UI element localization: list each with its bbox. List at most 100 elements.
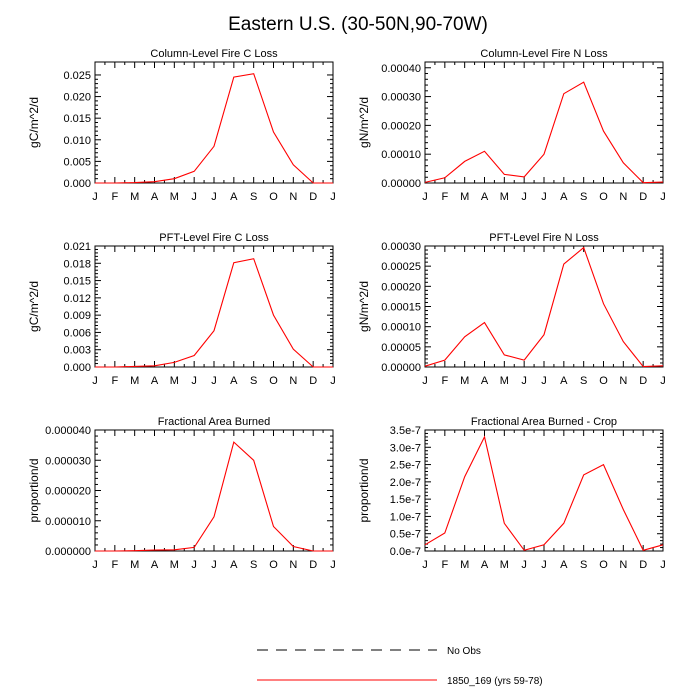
plot-frame: [424, 245, 664, 368]
x-tick-label: M: [460, 191, 469, 203]
x-tick-label: M: [460, 375, 469, 387]
x-tick-label: J: [92, 191, 98, 203]
y-axis-label: proportion/d: [27, 458, 41, 522]
y-tick-label: 0.000010: [45, 516, 91, 528]
panel-title: Fractional Area Burned - Crop: [471, 416, 617, 428]
x-tick-label: D: [309, 191, 317, 203]
y-tick-label: 3.0e-7: [390, 442, 421, 454]
series-line: [424, 81, 664, 184]
series-line: [424, 435, 664, 551]
y-tick-label: 0.000000: [45, 546, 91, 558]
y-tick-label: 0.00000: [381, 362, 421, 374]
x-tick-label: O: [599, 559, 608, 571]
x-tick-label: O: [599, 375, 608, 387]
x-tick-label: M: [500, 559, 509, 571]
y-tick-label: 0.00030: [381, 92, 421, 104]
y-tick-label: 2.0e-7: [390, 477, 421, 489]
x-tick-label: J: [660, 375, 666, 387]
y-tick-label: 1.5e-7: [390, 494, 421, 506]
legend-label: No Obs: [447, 646, 481, 657]
x-tick-label: D: [639, 191, 647, 203]
plot-frame: [94, 245, 334, 368]
series-line: [95, 73, 333, 184]
x-tick-label: M: [130, 375, 139, 387]
x-tick-label: A: [481, 191, 489, 203]
x-tick-label: J: [422, 375, 428, 387]
y-tick-label: 0.000030: [45, 455, 91, 467]
x-tick-label: S: [580, 559, 587, 571]
y-tick-label: 0.0e-7: [390, 546, 421, 558]
y-tick-label: 0.005: [63, 156, 91, 168]
x-tick-label: D: [639, 559, 647, 571]
x-tick-label: N: [619, 559, 627, 571]
legend: No Obs 1850_169 (yrs 59-78): [257, 646, 543, 687]
x-tick-label: S: [580, 191, 587, 203]
x-tick-label: A: [151, 375, 159, 387]
figure-title: Eastern U.S. (30-50N,90-70W): [228, 14, 488, 35]
x-tick-label: A: [481, 375, 489, 387]
y-tick-label: 0.00030: [381, 241, 421, 253]
x-tick-label: F: [441, 559, 448, 571]
y-tick-label: 0.006: [63, 327, 91, 339]
x-tick-label: A: [230, 559, 238, 571]
y-tick-label: 0.00015: [381, 302, 421, 314]
x-tick-label: A: [481, 559, 489, 571]
x-tick-label: A: [230, 191, 238, 203]
x-tick-label: N: [289, 375, 297, 387]
x-tick-label: M: [500, 375, 509, 387]
x-tick-label: F: [441, 191, 448, 203]
y-tick-label: 0.015: [63, 113, 91, 125]
x-tick-label: A: [151, 191, 159, 203]
x-tick-label: J: [330, 559, 336, 571]
x-tick-label: A: [560, 375, 568, 387]
x-tick-label: J: [541, 375, 547, 387]
y-axis-label: gN/m^2/d: [357, 281, 371, 332]
x-tick-label: J: [211, 191, 217, 203]
y-tick-label: 0.000040: [45, 425, 91, 437]
x-tick-label: D: [639, 375, 647, 387]
series-line: [95, 258, 333, 368]
x-tick-label: N: [289, 191, 297, 203]
x-tick-label: J: [521, 375, 527, 387]
x-tick-label: M: [130, 559, 139, 571]
y-tick-label: 0.012: [63, 293, 91, 305]
x-tick-label: F: [441, 375, 448, 387]
y-tick-label: 3.5e-7: [390, 425, 421, 437]
x-tick-label: J: [541, 191, 547, 203]
x-tick-label: J: [521, 191, 527, 203]
panel-title: PFT-Level Fire C Loss: [159, 232, 269, 244]
x-tick-label: D: [309, 559, 317, 571]
y-tick-label: 0.5e-7: [390, 529, 421, 541]
x-tick-label: M: [170, 559, 179, 571]
x-tick-label: S: [580, 375, 587, 387]
x-tick-label: S: [250, 559, 257, 571]
y-tick-label: 0.00020: [381, 281, 421, 293]
y-tick-label: 0.015: [63, 276, 91, 288]
x-tick-label: M: [460, 559, 469, 571]
x-tick-label: J: [541, 559, 547, 571]
series-line: [424, 246, 664, 368]
panel-title: Column-Level Fire N Loss: [480, 48, 608, 60]
y-tick-label: 1.0e-7: [390, 511, 421, 523]
series-line: [95, 441, 333, 552]
legend-label: 1850_169 (yrs 59-78): [447, 676, 543, 687]
x-tick-label: J: [92, 559, 98, 571]
y-axis-label: proportion/d: [357, 458, 371, 522]
x-tick-label: J: [211, 559, 217, 571]
x-tick-label: N: [619, 375, 627, 387]
x-tick-label: M: [170, 375, 179, 387]
x-tick-label: F: [111, 191, 118, 203]
x-tick-label: J: [191, 191, 197, 203]
x-tick-label: O: [599, 191, 608, 203]
y-tick-label: 0.00010: [381, 322, 421, 334]
x-tick-label: F: [111, 375, 118, 387]
x-tick-label: O: [269, 191, 278, 203]
y-tick-label: 0.000020: [45, 486, 91, 498]
y-tick-label: 0.00040: [381, 63, 421, 75]
plot-frame: [94, 429, 334, 552]
